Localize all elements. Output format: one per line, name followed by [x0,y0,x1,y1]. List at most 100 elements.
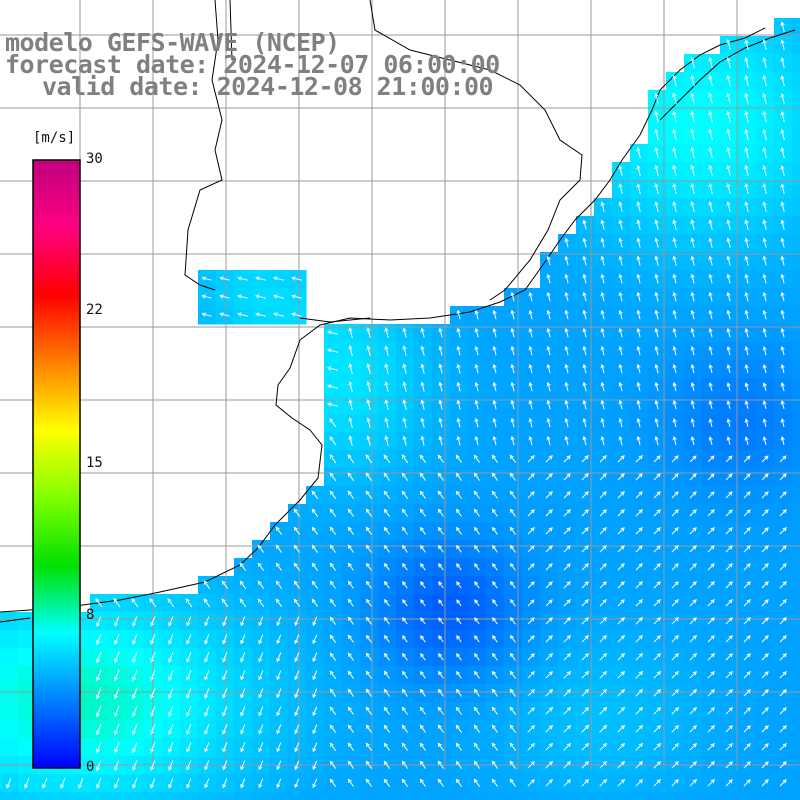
wind-arrow [473,778,481,787]
wind-arrow [420,562,426,571]
wind-arrow [762,418,767,428]
wind-speed-cell [0,702,19,721]
wind-arrow [437,688,444,697]
wind-arrow [672,201,677,213]
wind-arrow [582,309,587,320]
wind-arrow [527,455,535,463]
wind-speed-cell [792,162,800,181]
wind-arrow [347,688,355,697]
wind-speed-cell [468,792,487,800]
wind-arrow [510,309,515,320]
wind-arrow [326,402,339,407]
wind-arrow [347,580,354,589]
wind-arrow [509,616,516,625]
wind-arrow [509,742,517,751]
wind-arrow [474,417,479,428]
wind-arrow [780,327,785,338]
wind-arrow [150,723,156,736]
wind-arrow [779,599,787,607]
wind-speed-cell [18,648,37,667]
wind-arrow [707,455,715,463]
wind-arrow [654,291,659,302]
wind-arrow [564,273,569,284]
wind-arrow [761,779,769,787]
wind-arrow [203,580,211,590]
wind-arrow [762,74,767,87]
wind-arrow [204,724,210,735]
wind-arrow [455,508,462,517]
wind-arrow [420,399,425,410]
wind-arrow [761,545,769,553]
wind-arrow [726,164,731,177]
wind-arrow [311,508,319,517]
wind-arrow [132,651,138,664]
wind-arrow [689,473,697,481]
wind-arrow [779,581,787,589]
wind-arrow [348,362,353,375]
wind-arrow [690,399,695,410]
wind-arrow [402,327,407,338]
wind-arrow [744,327,749,338]
wind-arrow [402,381,407,392]
wind-arrow [563,455,571,463]
wind-arrow [725,617,733,625]
wind-arrow [132,723,138,736]
wind-arrow [329,616,337,625]
wind-arrow [689,689,697,697]
wind-arrow [326,348,339,353]
wind-arrow [365,706,373,715]
wind-arrow [275,544,283,553]
wind-arrow [347,760,355,769]
wind-arrow [491,562,498,571]
wind-arrow [780,219,785,230]
wind-arrow [240,688,246,699]
wind-arrow [690,309,695,320]
wind-arrow [365,580,372,589]
wind-arrow [329,652,337,661]
wind-arrow [726,345,731,356]
wind-arrow [779,671,787,679]
wind-speed-cell [792,414,800,433]
wind-arrow [474,652,480,661]
wind-arrow [438,399,443,410]
wind-arrow [456,563,462,571]
wind-arrow [546,435,551,446]
wind-arrow [780,381,785,392]
wind-arrow [564,399,569,410]
wind-arrow [185,598,193,608]
wind-arrow [312,688,318,699]
wind-arrow [564,345,569,356]
wind-arrow [761,455,769,463]
wind-arrow [456,327,461,338]
wind-arrow [600,291,605,302]
wind-arrow [761,725,769,733]
wind-arrow [726,38,731,51]
wind-speed-cell [414,792,433,800]
wind-arrow [672,273,677,284]
wind-arrow [455,526,462,535]
wind-arrow [455,688,462,697]
wind-arrow [438,345,443,356]
wind-arrow [527,671,535,679]
wind-speed-cell [738,792,757,800]
wind-arrow [617,706,626,715]
wind-arrow [708,364,713,374]
wind-arrow [365,562,372,571]
wind-arrow [42,778,48,789]
wind-arrow [761,527,769,535]
wind-arrow [545,545,553,553]
wind-arrow [744,363,749,374]
wind-arrow [689,671,697,679]
wind-arrow [474,635,480,643]
wind-arrow [491,472,499,481]
wind-arrow [312,634,318,645]
wind-arrow [437,760,445,769]
wind-arrow [744,57,749,69]
wind-arrow [617,670,626,679]
wind-arrow [474,435,479,446]
wind-arrow [689,509,697,517]
wind-arrow [581,509,589,517]
wind-arrow [384,327,389,338]
wind-arrow [149,598,157,608]
wind-arrow [348,327,353,339]
